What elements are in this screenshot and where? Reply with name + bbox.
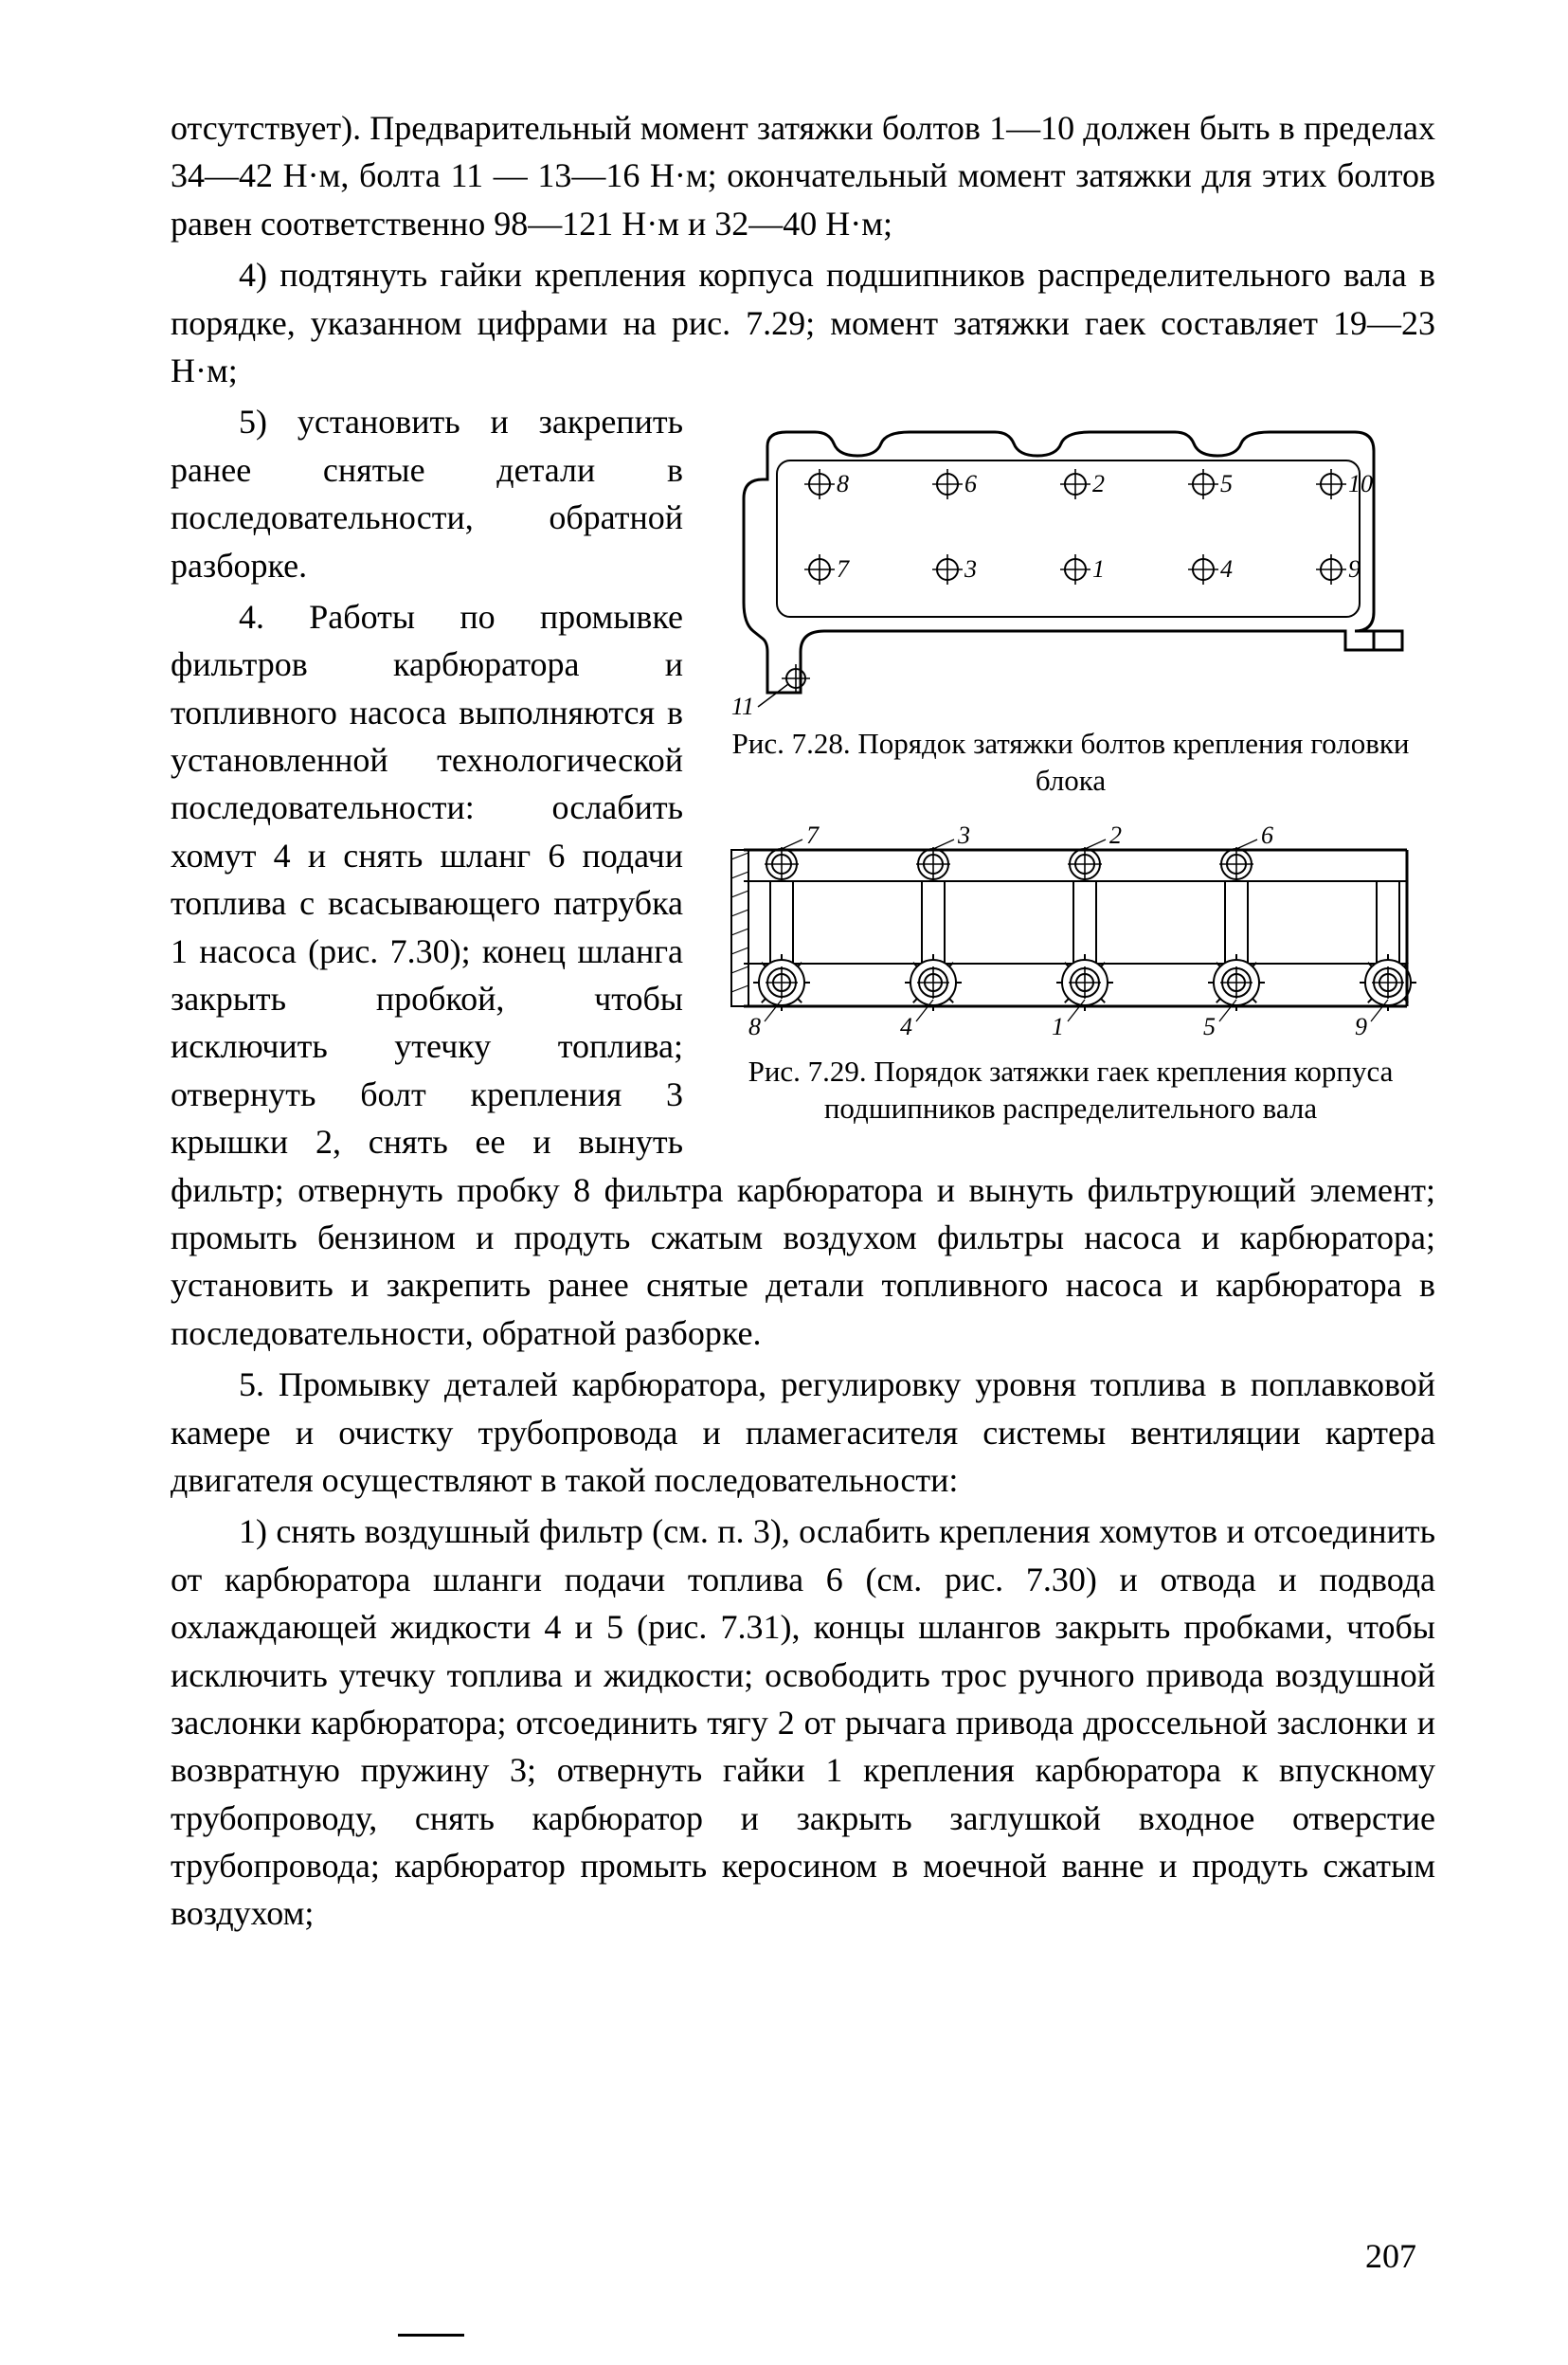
- svg-text:7: 7: [806, 826, 820, 849]
- svg-text:9: 9: [1348, 555, 1361, 583]
- footer-dash: [398, 2334, 464, 2337]
- paragraph-3-text: 5) установить и закрепить ранее снятые д…: [171, 403, 683, 584]
- paragraph-5: 5. Промывку деталей карбюратора, регулир…: [171, 1361, 1435, 1504]
- svg-text:4: 4: [900, 1013, 912, 1040]
- figure-column: 8 6 2 5 10 7 3 1 4 9 11 Рис. 7.28. Порядок затяжки…: [706, 404, 1435, 1153]
- svg-text:5: 5: [1203, 1013, 1216, 1040]
- svg-text:9: 9: [1355, 1013, 1367, 1040]
- figure-7-28-caption: Рис. 7.28. Порядок затяжки болтов крепле…: [706, 726, 1435, 800]
- paragraph-1: отсутствует). Предварительный момент зат…: [171, 104, 1435, 247]
- svg-text:1: 1: [1092, 555, 1105, 583]
- figure-7-28: 8 6 2 5 10 7 3 1 4 9 11 Рис. 7.28. Порядок затяжки…: [706, 404, 1435, 800]
- svg-text:8: 8: [837, 470, 849, 497]
- svg-text:5: 5: [1220, 470, 1233, 497]
- wrapped-section: 8 6 2 5 10 7 3 1 4 9 11 Рис. 7.28. Порядок затяжки…: [171, 398, 1435, 1361]
- paragraph-2: 4) подтянуть гайки крепления корпуса под…: [171, 251, 1435, 394]
- paragraph-5-text: 5. Промывку деталей карбюратора, регулир…: [171, 1365, 1435, 1499]
- paragraph-2-text: 4) подтянуть гайки крепления корпуса под…: [171, 256, 1435, 389]
- svg-text:6: 6: [1261, 826, 1273, 849]
- page-number: 207: [1365, 2232, 1416, 2280]
- svg-text:7: 7: [837, 555, 850, 583]
- figure-7-29-svg: 7 3 2 6 8 4 1 5 9: [711, 826, 1431, 1044]
- page: отсутствует). Предварительный момент зат…: [0, 0, 1568, 2365]
- paragraph-6: 1) снять воздушный фильтр (см. п. 3), ос…: [171, 1507, 1435, 1938]
- svg-text:4: 4: [1220, 555, 1233, 583]
- svg-text:3: 3: [964, 555, 977, 583]
- svg-text:6: 6: [964, 470, 977, 497]
- svg-text:1: 1: [1052, 1013, 1064, 1040]
- svg-text:2: 2: [1109, 826, 1122, 849]
- figure-7-29: 7 3 2 6 8 4 1 5 9 Рис. 7.29. Порядок затяжки гае…: [706, 826, 1435, 1128]
- svg-text:11: 11: [731, 693, 754, 716]
- svg-text:8: 8: [748, 1013, 761, 1040]
- figure-7-28-svg: 8 6 2 5 10 7 3 1 4 9 11: [711, 404, 1431, 716]
- svg-text:2: 2: [1092, 470, 1105, 497]
- svg-text:3: 3: [957, 826, 970, 849]
- figure-7-29-caption: Рис. 7.29. Порядок затяжки гаек креплени…: [706, 1054, 1435, 1128]
- paragraph-6-text: 1) снять воздушный фильтр (см. п. 3), ос…: [171, 1512, 1435, 1932]
- svg-text:10: 10: [1348, 470, 1373, 497]
